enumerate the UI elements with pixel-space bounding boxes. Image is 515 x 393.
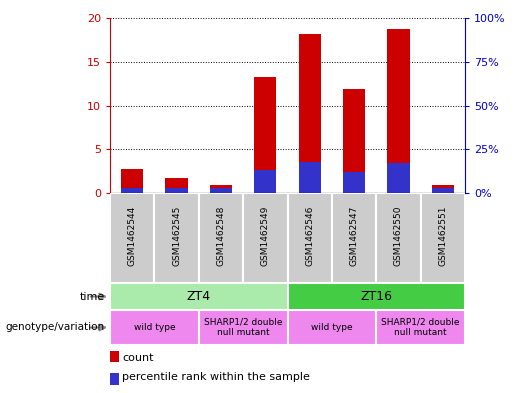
Bar — [432, 185, 454, 193]
Bar — [287, 310, 376, 345]
Text: GSM1462544: GSM1462544 — [128, 206, 136, 266]
Text: GSM1462549: GSM1462549 — [261, 206, 270, 266]
Bar — [154, 193, 199, 283]
Bar — [254, 170, 277, 193]
Bar — [299, 162, 321, 193]
Bar — [110, 193, 154, 283]
Text: GSM1462548: GSM1462548 — [216, 206, 226, 266]
Text: SHARP1/2 double
null mutant: SHARP1/2 double null mutant — [382, 318, 460, 337]
Bar — [299, 34, 321, 193]
Bar — [287, 283, 465, 310]
Text: genotype/variation: genotype/variation — [6, 323, 105, 332]
Bar — [421, 193, 465, 283]
Bar — [254, 77, 277, 193]
Text: time: time — [80, 292, 105, 301]
Bar — [121, 188, 143, 193]
Text: wild type: wild type — [133, 323, 175, 332]
Text: GSM1462550: GSM1462550 — [394, 206, 403, 266]
Bar — [243, 193, 287, 283]
Bar — [110, 373, 119, 385]
Bar — [110, 351, 119, 362]
Bar — [376, 310, 465, 345]
Bar — [110, 310, 199, 345]
Bar — [387, 163, 409, 193]
Text: ZT4: ZT4 — [186, 290, 211, 303]
Bar — [199, 193, 243, 283]
Bar — [376, 193, 421, 283]
Text: GSM1462551: GSM1462551 — [438, 206, 448, 266]
Text: ZT16: ZT16 — [360, 290, 392, 303]
Bar — [432, 188, 454, 193]
Bar — [343, 89, 365, 193]
Text: GSM1462547: GSM1462547 — [350, 206, 358, 266]
Text: GSM1462545: GSM1462545 — [172, 206, 181, 266]
Bar — [210, 188, 232, 193]
Bar — [165, 188, 187, 193]
Text: count: count — [122, 353, 153, 363]
Bar — [332, 193, 376, 283]
Text: wild type: wild type — [311, 323, 353, 332]
Bar — [343, 172, 365, 193]
Text: SHARP1/2 double
null mutant: SHARP1/2 double null mutant — [204, 318, 282, 337]
Bar — [121, 169, 143, 193]
Bar — [110, 283, 287, 310]
Bar — [210, 185, 232, 193]
Text: percentile rank within the sample: percentile rank within the sample — [122, 373, 310, 382]
Bar — [287, 193, 332, 283]
Bar — [387, 29, 409, 193]
Bar — [199, 310, 287, 345]
Text: GSM1462546: GSM1462546 — [305, 206, 314, 266]
Bar — [165, 178, 187, 193]
